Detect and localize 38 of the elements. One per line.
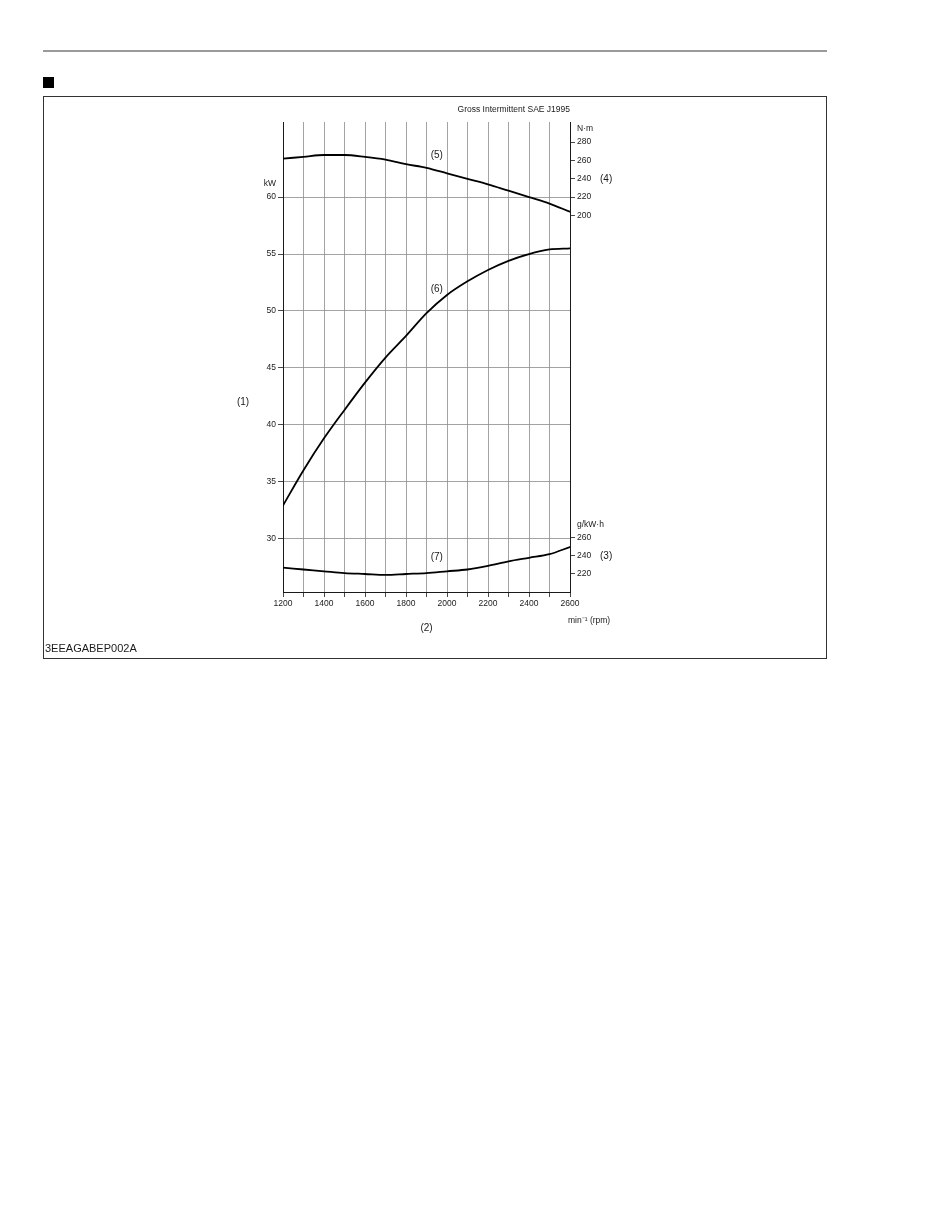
y-tick-label: 50 — [266, 305, 277, 316]
text: (4) — [600, 172, 613, 184]
x-tick-label: 2600 — [560, 598, 580, 609]
y2-axis-title: N·m — [577, 123, 594, 134]
y2-tick-label: 280 — [577, 136, 592, 147]
y-tick-label: 35 — [266, 475, 277, 486]
chart-title: Gross Intermittent SAE J1995 — [457, 104, 571, 115]
y-tick-label: 30 — [266, 532, 277, 543]
line-series — [283, 546, 570, 576]
y-tick-label: 45 — [266, 362, 277, 373]
y3-tick-label: 220 — [577, 568, 592, 579]
text: (1) — [236, 395, 250, 407]
y2-tick-label: 220 — [577, 191, 592, 202]
series-label: (5) — [430, 149, 443, 161]
line-series — [283, 247, 570, 507]
text: 3EEAGABEP002A — [45, 642, 138, 655]
y3-axis-title: g/kW·h — [577, 519, 605, 530]
y2-tick-label: 260 — [577, 154, 592, 165]
y2-tick-label: 200 — [577, 209, 592, 220]
y-tick-label: 55 — [266, 248, 277, 259]
x-tick-label: 1200 — [273, 598, 293, 609]
x-tick-label: 2200 — [478, 598, 498, 609]
text: (2) — [420, 621, 433, 633]
x-tick-label: 2400 — [519, 598, 539, 609]
series-label: (6) — [430, 282, 443, 294]
text: (3) — [600, 549, 613, 561]
y-axis-title: kW — [263, 178, 277, 189]
y3-tick-label: 260 — [577, 532, 592, 543]
y-tick-label: 40 — [266, 419, 277, 430]
x-axis-title: min⁻¹ (rpm) — [568, 615, 611, 626]
y-tick-label: 60 — [266, 191, 277, 202]
x-tick-label: 1600 — [355, 598, 375, 609]
x-tick-label: 1800 — [396, 598, 416, 609]
x-tick-label: 2000 — [437, 598, 457, 609]
y3-tick-label: 240 — [577, 550, 592, 561]
y2-tick-label: 240 — [577, 173, 592, 184]
series-label: (7) — [430, 550, 443, 562]
x-tick-label: 1400 — [314, 598, 334, 609]
